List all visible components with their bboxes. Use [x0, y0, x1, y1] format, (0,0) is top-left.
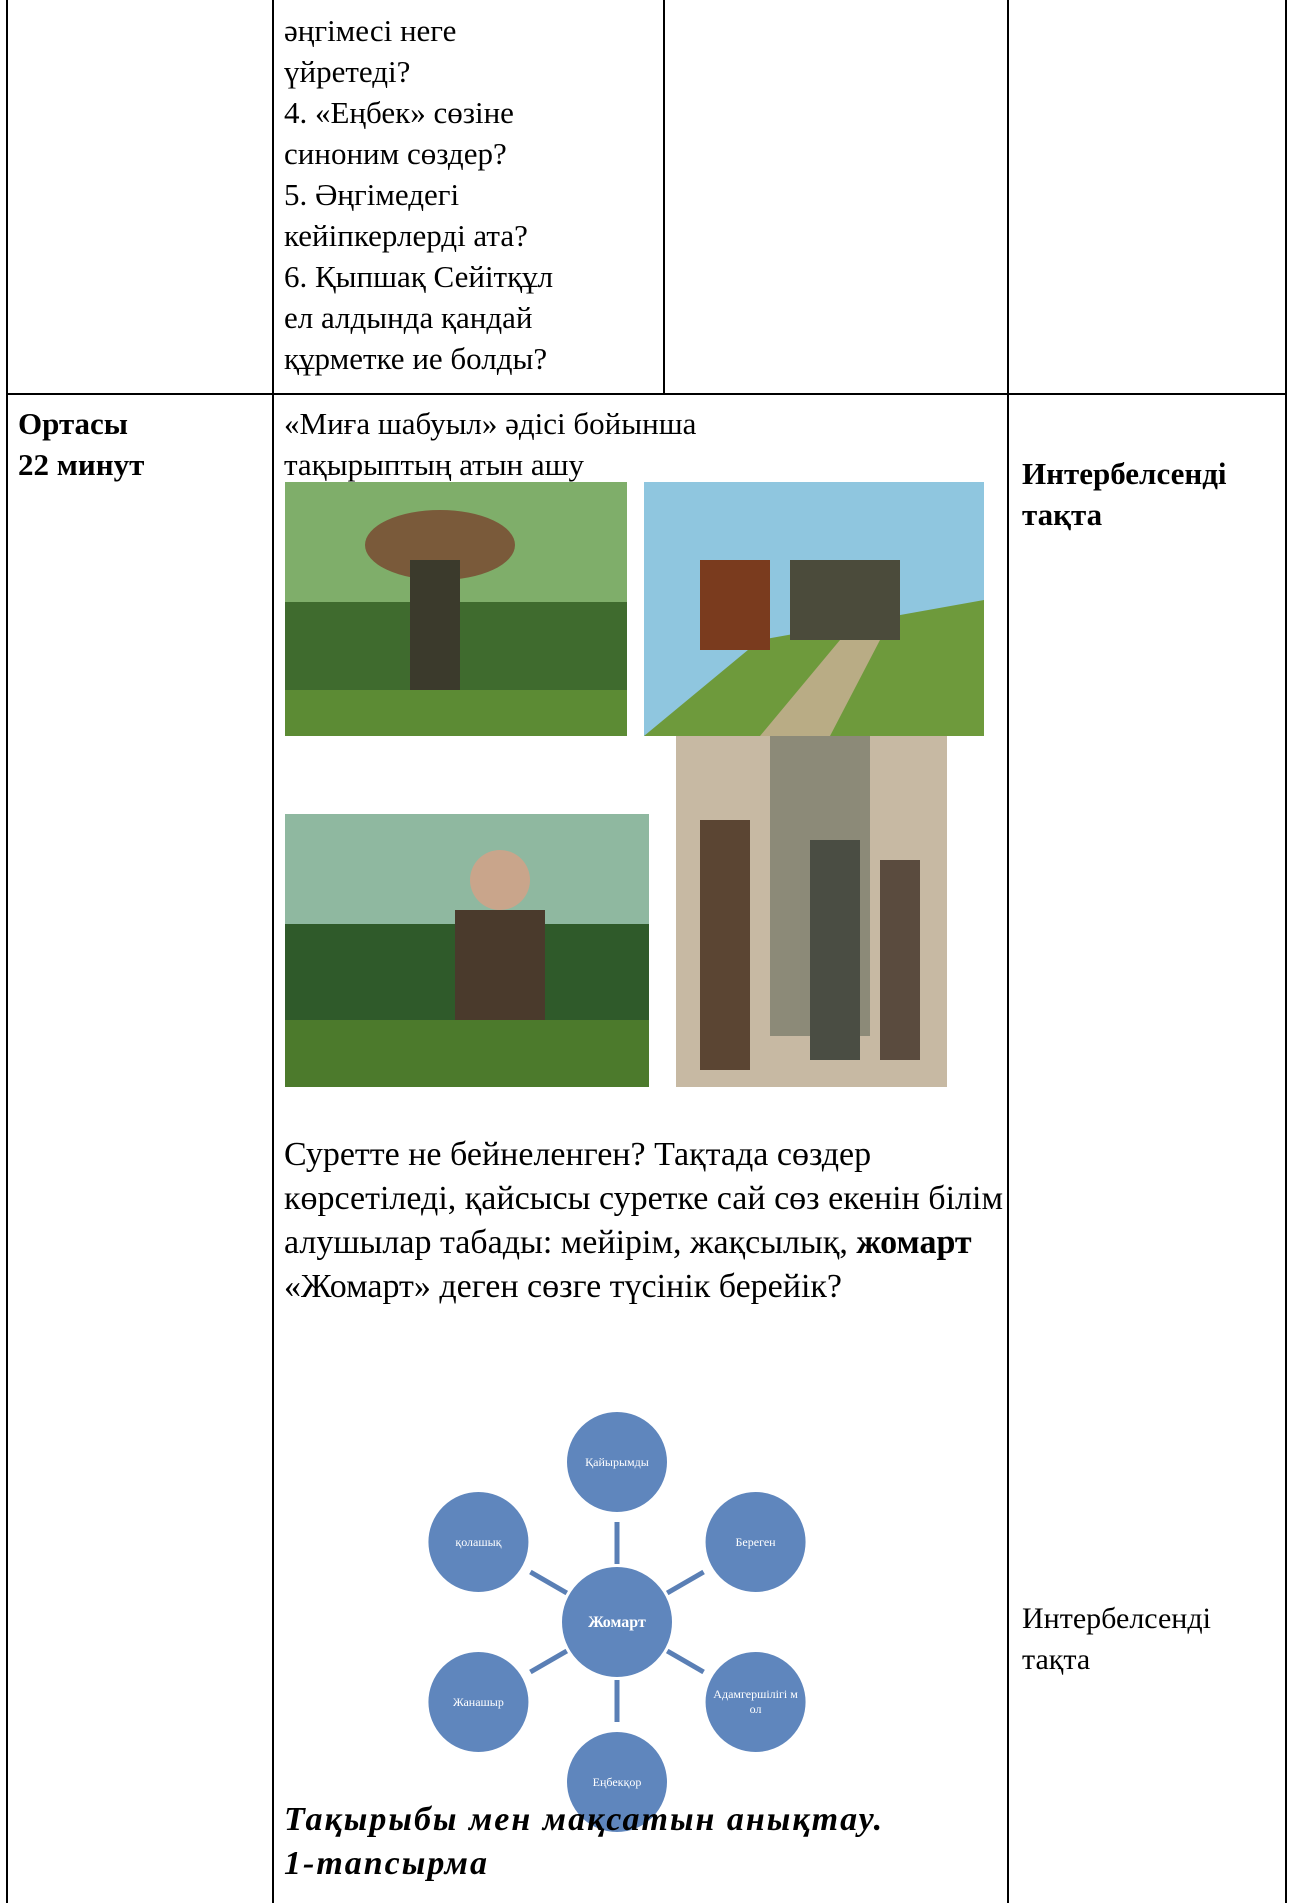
image — [644, 482, 984, 736]
question: 4. «Еңбек» сөзіне синоним сөздер? — [284, 95, 514, 171]
node-label-box: Қайырымды — [585, 1454, 649, 1469]
resource: Интербелсенді тақта — [1022, 456, 1227, 532]
node-label-box: Еңбекқор — [592, 1774, 642, 1789]
questions: әңгімесі неге үйретеді? 4. «Еңбек» сөзін… — [284, 10, 584, 379]
image — [676, 736, 947, 1087]
node — [426, 1650, 531, 1754]
center-node — [560, 1565, 674, 1679]
node-label-box: Адамгершілігі мол — [713, 1687, 798, 1716]
border — [6, 393, 1287, 395]
paragraph: Суретте не бейнеленген? Тақтада сөздер к… — [284, 1133, 1004, 1265]
question: әңгімесі неге үйретеді? — [284, 13, 457, 89]
node-label: Адамгершілігі мол — [713, 1687, 798, 1716]
node — [703, 1490, 808, 1594]
border — [6, 0, 8, 1903]
border — [663, 0, 665, 393]
stage-name: Ортасы — [18, 406, 129, 441]
resource: Интербелсенді тақта — [1022, 1602, 1211, 1676]
border — [1007, 0, 1009, 1903]
connector — [665, 1569, 705, 1596]
connector — [529, 1648, 569, 1675]
border — [272, 0, 274, 1903]
image — [285, 814, 649, 1087]
duration: 22 минут — [18, 447, 145, 482]
node-label: Қайырымды — [585, 1454, 649, 1469]
stage: Ортасы 22 минут — [18, 403, 144, 485]
node — [565, 1730, 669, 1834]
image — [285, 482, 627, 736]
paragraph: «Жомарт» деген сөзге түсінік берейік? — [284, 1268, 842, 1305]
text-bold: жомарт — [856, 1224, 972, 1261]
center-label: Жомарт — [588, 1614, 646, 1631]
question-text: Суретте не бейнеленген? Тақтада сөздер к… — [284, 1133, 1004, 1309]
text: Суретте не бейнеленген? Тақтада сөздер к… — [284, 1136, 1003, 1261]
task-title: Тақырыбы мен мақсатын анықтау. — [284, 1801, 885, 1838]
task-number: 1-тапсырма — [284, 1845, 489, 1882]
method: «Миға шабуыл» әдісі бойынша тақырыптың а… — [284, 406, 697, 482]
node — [565, 1410, 669, 1514]
node-label: Береген — [735, 1534, 776, 1549]
connector — [529, 1569, 569, 1596]
question: 5. Әңгімедегі кейіпкерлерді ата? — [284, 177, 528, 253]
connector — [665, 1648, 705, 1675]
node — [426, 1490, 531, 1594]
node-label-box: Жанашыр — [453, 1694, 504, 1709]
question: 6. Қыпшақ Сейітқұл ел алдында қандай құр… — [284, 259, 554, 376]
node-label-box: қолашық — [455, 1534, 502, 1549]
border — [1285, 0, 1287, 1903]
node — [703, 1650, 808, 1754]
node-label-box: Береген — [735, 1534, 776, 1549]
node-label: қолашық — [455, 1534, 502, 1549]
node-label: Жанашыр — [453, 1694, 504, 1709]
task: Тақырыбы мен мақсатын анықтау. 1-тапсырм… — [284, 1798, 884, 1886]
node-label: Еңбекқор — [592, 1774, 642, 1789]
